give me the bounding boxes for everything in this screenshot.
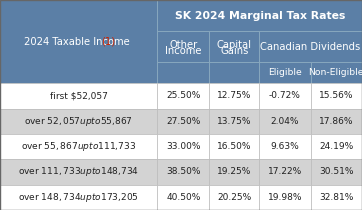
Text: 32.81%: 32.81% [319,193,353,202]
Bar [0,159,157,185]
Bar [259,159,311,185]
Bar [259,109,311,134]
Bar [0,109,157,134]
Bar [0,185,157,210]
Text: 13.75%: 13.75% [217,117,252,126]
Bar [0,134,157,159]
Bar [157,159,209,185]
Text: over $52,057 up to $55,867: over $52,057 up to $55,867 [24,115,133,128]
Text: 2024 Taxable Income: 2024 Taxable Income [24,37,133,47]
Text: 27.50%: 27.50% [166,117,201,126]
Text: over $111,733 up to $148,734: over $111,733 up to $148,734 [18,165,139,178]
Bar [311,62,362,83]
Text: Income: Income [165,46,202,56]
Bar [157,109,209,134]
Text: Canadian Dividends: Canadian Dividends [261,42,361,52]
Bar [259,134,311,159]
Bar [209,159,259,185]
Bar [157,134,209,159]
Bar [0,0,157,83]
Text: 17.22%: 17.22% [268,167,302,176]
Text: 24.19%: 24.19% [319,142,353,151]
Text: 19.25%: 19.25% [217,167,251,176]
Bar [209,62,259,83]
Text: Non-Eligible: Non-Eligible [308,68,362,77]
Bar [209,134,259,159]
Text: Eligible: Eligible [268,68,302,77]
Text: over $55,867 up to $111,733: over $55,867 up to $111,733 [21,140,136,153]
Text: 9.63%: 9.63% [270,142,299,151]
Bar [311,109,362,134]
Text: 38.50%: 38.50% [166,167,201,176]
Text: 2.04%: 2.04% [271,117,299,126]
Text: 20.25%: 20.25% [217,193,251,202]
Bar [157,83,209,109]
Bar [209,185,259,210]
Text: 25.50%: 25.50% [166,91,201,100]
Bar [259,185,311,210]
Bar [157,0,362,31]
Bar [157,31,209,62]
Text: Other: Other [169,39,198,50]
Text: SK 2024 Marginal Tax Rates: SK 2024 Marginal Tax Rates [174,10,345,21]
Text: -0.72%: -0.72% [269,91,301,100]
Bar [209,83,259,109]
Text: 16.50%: 16.50% [217,142,252,151]
Text: Capital: Capital [217,39,252,50]
Bar [209,31,259,62]
Bar [259,31,362,62]
Text: 17.86%: 17.86% [319,117,354,126]
Bar [311,185,362,210]
Text: 15.56%: 15.56% [319,91,354,100]
Text: first $52,057: first $52,057 [50,91,108,100]
Text: 12.75%: 12.75% [217,91,251,100]
Bar [311,159,362,185]
Bar [259,62,311,83]
Bar [157,62,209,83]
Text: 30.51%: 30.51% [319,167,354,176]
Text: over $148,734 up to $173,205: over $148,734 up to $173,205 [18,191,139,204]
Text: 19.98%: 19.98% [268,193,302,202]
Bar [0,83,157,109]
Bar [311,83,362,109]
Text: (1): (1) [101,37,115,47]
Bar [157,185,209,210]
Bar [259,83,311,109]
Text: 33.00%: 33.00% [166,142,201,151]
Bar [209,109,259,134]
Text: 40.50%: 40.50% [166,193,201,202]
Bar [311,134,362,159]
Text: Gains: Gains [220,46,248,56]
